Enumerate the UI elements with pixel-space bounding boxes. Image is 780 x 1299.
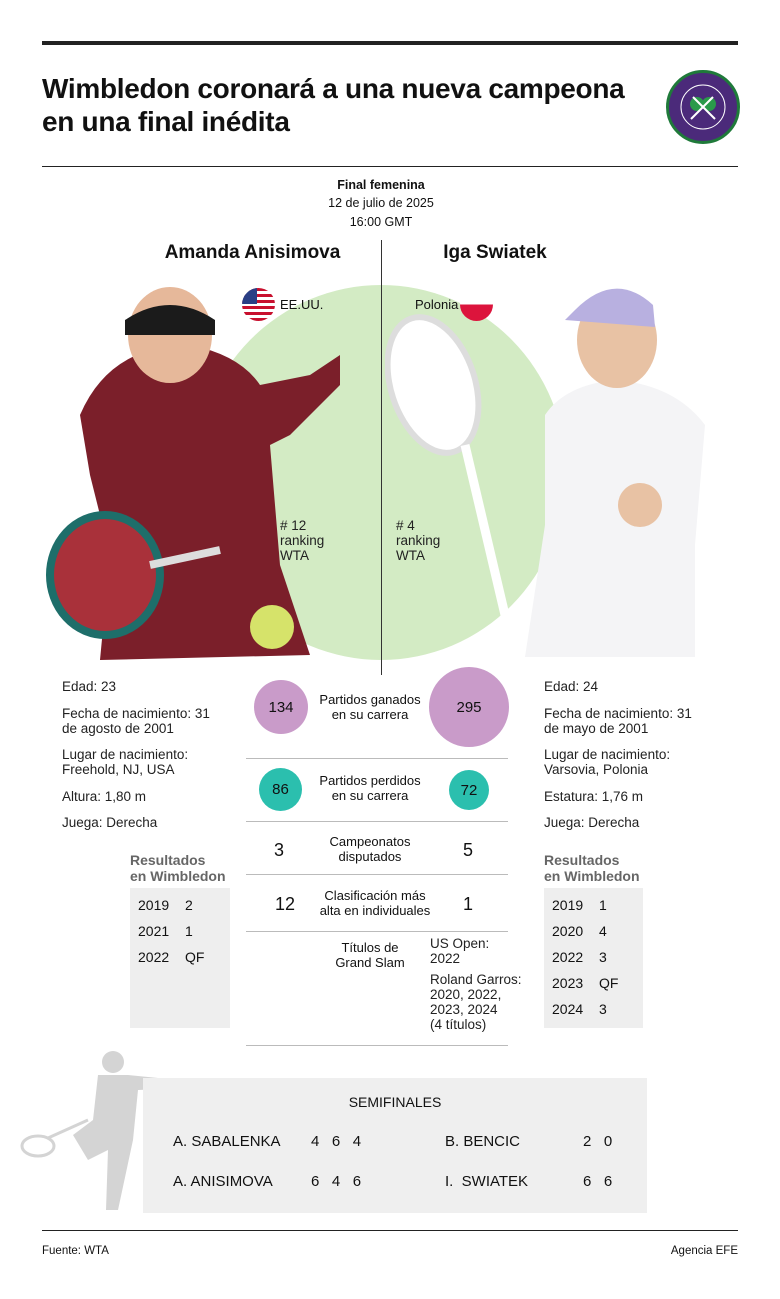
divider bbox=[246, 758, 508, 759]
result-row: 2021 1 bbox=[138, 923, 193, 939]
semi-player: B. BENCIC bbox=[445, 1133, 521, 1150]
poland-flag-icon bbox=[460, 288, 493, 321]
semi-score: 4 6 4 bbox=[311, 1133, 362, 1150]
usa-flag-icon bbox=[242, 288, 275, 321]
result-row: 2020 4 bbox=[552, 923, 607, 939]
wimbledon-logo bbox=[666, 70, 740, 144]
center-divider bbox=[381, 240, 382, 675]
result-row: 2019 2 bbox=[138, 897, 193, 913]
result-row: 2023 QF bbox=[552, 975, 619, 991]
top-rule bbox=[42, 41, 738, 45]
stat-label-ranking: Clasificación más alta en individuales bbox=[319, 888, 431, 918]
won-right-bubble: 295 bbox=[429, 667, 509, 747]
event-time: 16:00 GMT bbox=[349, 215, 413, 229]
player1-ranking: # 12 ranking WTA bbox=[280, 518, 325, 563]
semifinals-box: SEMIFINALES A. SABALENKA 4 6 4 A. ANISIM… bbox=[143, 1078, 647, 1213]
event-info: Final femenina 12 de julio de 2025 16:00… bbox=[281, 178, 481, 229]
title-rule bbox=[42, 166, 738, 167]
result-row: 2022 3 bbox=[552, 949, 607, 965]
player1-country: EE.UU. bbox=[280, 297, 324, 312]
divider bbox=[246, 874, 508, 875]
player2-bio: Edad: 24 Fecha de nacimiento: 31 de mayo … bbox=[544, 679, 692, 830]
player1-results-table: 2019 2 2021 1 2022 QF bbox=[130, 888, 230, 1028]
player2-results-heading: Resultados en Wimbledon bbox=[544, 852, 640, 884]
player2-ranking: # 4 ranking WTA bbox=[396, 518, 441, 563]
semi-player: A. ANISIMOVA bbox=[173, 1173, 273, 1190]
divider bbox=[246, 1045, 508, 1046]
player2-name: Iga Swiatek bbox=[443, 242, 547, 263]
footer-rule bbox=[42, 1230, 738, 1231]
stat-label-lost: Partidos perdidos en su carrera bbox=[319, 773, 421, 803]
source: Fuente: WTA bbox=[42, 1245, 109, 1257]
event-date: 12 de julio de 2025 bbox=[328, 196, 434, 210]
divider bbox=[246, 931, 508, 932]
page-title: Wimbledon coronará a una nueva campeona e… bbox=[42, 73, 625, 137]
lost-left-bubble: 86 bbox=[259, 768, 302, 811]
player1-photo bbox=[46, 287, 340, 660]
semi-player: A. SABALENKA bbox=[173, 1133, 281, 1150]
semi-score: 6 6 bbox=[583, 1173, 613, 1190]
semifinals-title: SEMIFINALES bbox=[348, 1094, 442, 1110]
event-label: Final femenina bbox=[337, 178, 425, 192]
semi-score: 6 4 6 bbox=[311, 1173, 362, 1190]
player2-photo bbox=[385, 288, 705, 657]
player2-country: Polonia bbox=[415, 297, 459, 312]
player1-results-heading: Resultados en Wimbledon bbox=[130, 852, 226, 884]
grand-slam-label: Títulos de Grand Slam bbox=[335, 940, 405, 970]
agency: Agencia EFE bbox=[670, 1245, 738, 1257]
result-row: 2019 1 bbox=[552, 897, 607, 913]
result-row: 2022 QF bbox=[138, 949, 205, 965]
won-left-bubble: 134 bbox=[254, 680, 308, 734]
championships-right: 5 bbox=[463, 840, 474, 860]
stat-label-championships: Campeonatos disputados bbox=[329, 834, 411, 864]
player2-results-table: 2019 1 2020 4 2022 3 2023 QF 2024 3 bbox=[544, 888, 643, 1028]
championships-left: 3 bbox=[274, 840, 285, 860]
grand-slam-titles: US Open: 2022 Roland Garros: 2020, 2022, 20… bbox=[430, 936, 522, 1032]
result-row: 2024 3 bbox=[552, 1001, 607, 1017]
best-ranking-right: 1 bbox=[463, 894, 474, 914]
divider bbox=[246, 821, 508, 822]
best-ranking-left: 12 bbox=[275, 894, 296, 914]
player1-bio: Edad: 23 Fecha de nacimiento: 31 de agost… bbox=[62, 679, 210, 830]
tennis-player-silhouette-icon bbox=[20, 1051, 183, 1210]
player1-name: Amanda Anisimova bbox=[164, 242, 341, 263]
semi-score: 2 0 bbox=[583, 1133, 613, 1150]
lost-right-bubble: 72 bbox=[449, 770, 489, 810]
semi-player: I. SWIATEK bbox=[445, 1173, 529, 1190]
stat-label-won: Partidos ganados en su carrera bbox=[319, 692, 421, 722]
